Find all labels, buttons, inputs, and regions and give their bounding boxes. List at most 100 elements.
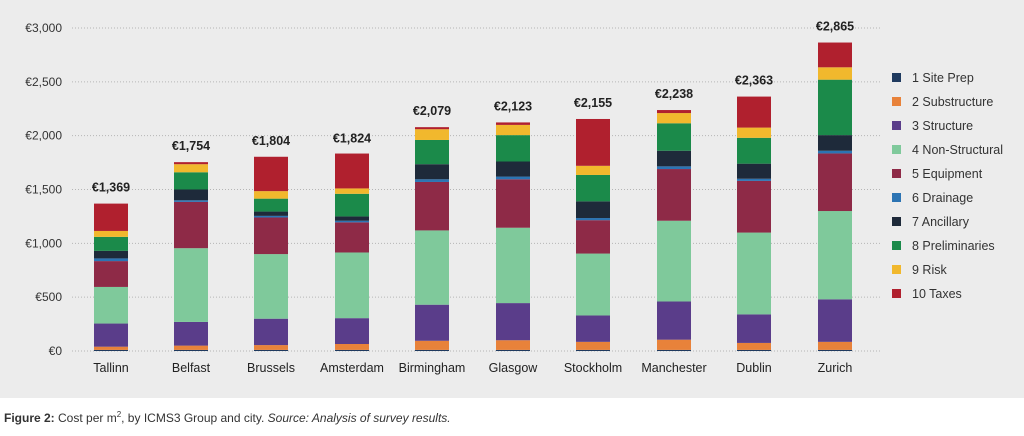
bar-segment (576, 341, 610, 350)
bar-segment (496, 349, 530, 351)
bar-segment (576, 118, 610, 166)
bar-segment (818, 42, 852, 68)
bar-segment (415, 304, 449, 341)
bar-segment (174, 162, 208, 165)
bar-segment (254, 211, 288, 216)
bar-stack-tallinn (94, 203, 128, 351)
bar-segment (737, 314, 771, 343)
bar-segment (335, 344, 369, 350)
caption-superscript: 2 (116, 410, 122, 419)
bar-segment (174, 172, 208, 190)
bar-segment (94, 323, 128, 347)
category-label: Manchester (641, 361, 706, 375)
bar-segment (94, 286, 128, 324)
bar-segment (576, 174, 610, 202)
category-label: Belfast (172, 361, 211, 375)
category-label: Dublin (736, 361, 771, 375)
bar-segment (818, 211, 852, 300)
bar-segment (657, 110, 691, 114)
bar-segment (415, 164, 449, 180)
bar-segment (335, 318, 369, 345)
bar-stack-manchester (657, 110, 691, 351)
bar-stack-zurich (818, 42, 852, 351)
bar-segment (174, 201, 208, 249)
bar-stack-amsterdam (335, 153, 369, 351)
bar-segment (496, 303, 530, 341)
legend-swatch (892, 73, 901, 82)
bar-segment (818, 79, 852, 136)
bar-segment (657, 169, 691, 221)
category-label: Amsterdam (320, 361, 384, 375)
bar-segment (94, 346, 128, 350)
bar-segment (335, 220, 369, 223)
category-label: Glasgow (489, 361, 539, 375)
total-label: €2,155 (574, 96, 612, 110)
legend-label: 8 Preliminaries (912, 239, 995, 253)
y-axis-ticks: €0 €500 €1,000 €1,500 €2,000 €2,500 €3,000 (25, 21, 62, 358)
bar-segment (657, 339, 691, 350)
bar-segment (496, 176, 530, 180)
legend-swatch (892, 265, 901, 274)
bar-segment (496, 227, 530, 304)
total-label: €2,079 (413, 104, 451, 118)
y-tick-label: €2,500 (25, 75, 62, 89)
bar-stack-belfast (174, 162, 208, 351)
legend-swatch (892, 241, 901, 250)
caption-source: Source: Analysis of survey results. (267, 411, 451, 425)
bar-segment (254, 156, 288, 192)
bar-segment (657, 113, 691, 124)
bar-segment (254, 191, 288, 199)
y-tick-label: €1,000 (25, 236, 62, 250)
legend-label: 3 Structure (912, 119, 973, 133)
y-tick-label: €0 (49, 344, 63, 358)
bar-segment (415, 139, 449, 165)
bar-segment (94, 349, 128, 351)
caption-text-2: , by ICMS3 Group and city. (121, 411, 268, 425)
bar-segment (415, 349, 449, 351)
bar-segment (174, 349, 208, 351)
bar-segment (576, 349, 610, 351)
bar-segment (657, 301, 691, 340)
y-tick-label: €3,000 (25, 21, 62, 35)
category-label: Tallinn (93, 361, 128, 375)
bar-stack-glasgow (496, 122, 530, 351)
legend-swatch (892, 169, 901, 178)
bar-segment (576, 220, 610, 254)
bar-segment (818, 341, 852, 350)
bar-segment (818, 153, 852, 212)
bar-segment (737, 349, 771, 351)
bar-segment (737, 342, 771, 350)
bar-segment (335, 188, 369, 194)
bar-segment (496, 179, 530, 228)
legend: 1 Site Prep 2 Substructure 3 Structure 4 No… (892, 71, 1003, 301)
bar-segment (657, 166, 691, 170)
bar-segment (737, 137, 771, 164)
category-label: Zurich (818, 361, 853, 375)
bar-segment (335, 153, 369, 189)
total-label: €1,804 (252, 134, 290, 148)
y-tick-label: €1,500 (25, 183, 62, 197)
bar-segment (254, 254, 288, 319)
bar-segment (94, 203, 128, 231)
legend-swatch (892, 97, 901, 106)
bar-segment (496, 161, 530, 177)
total-label: €2,865 (816, 20, 854, 34)
bar-segment (737, 163, 771, 179)
bar-segment (415, 340, 449, 350)
legend-label: 4 Non-Structural (912, 143, 1003, 157)
bar-segment (818, 150, 852, 154)
bar-segment (335, 349, 369, 351)
bar-segment (737, 127, 771, 138)
bar-segment (737, 232, 771, 315)
bar-segment (335, 252, 369, 319)
bar-segment (174, 321, 208, 346)
category-label: Stockholm (564, 361, 622, 375)
bar-stack-stockholm (576, 118, 610, 351)
bar-segment (657, 150, 691, 167)
bar-segment (254, 349, 288, 351)
bar-segment (415, 230, 449, 305)
bar-segment (335, 216, 369, 221)
bar-segment (174, 345, 208, 350)
bar-segment (94, 261, 128, 287)
bar-segment (174, 248, 208, 322)
